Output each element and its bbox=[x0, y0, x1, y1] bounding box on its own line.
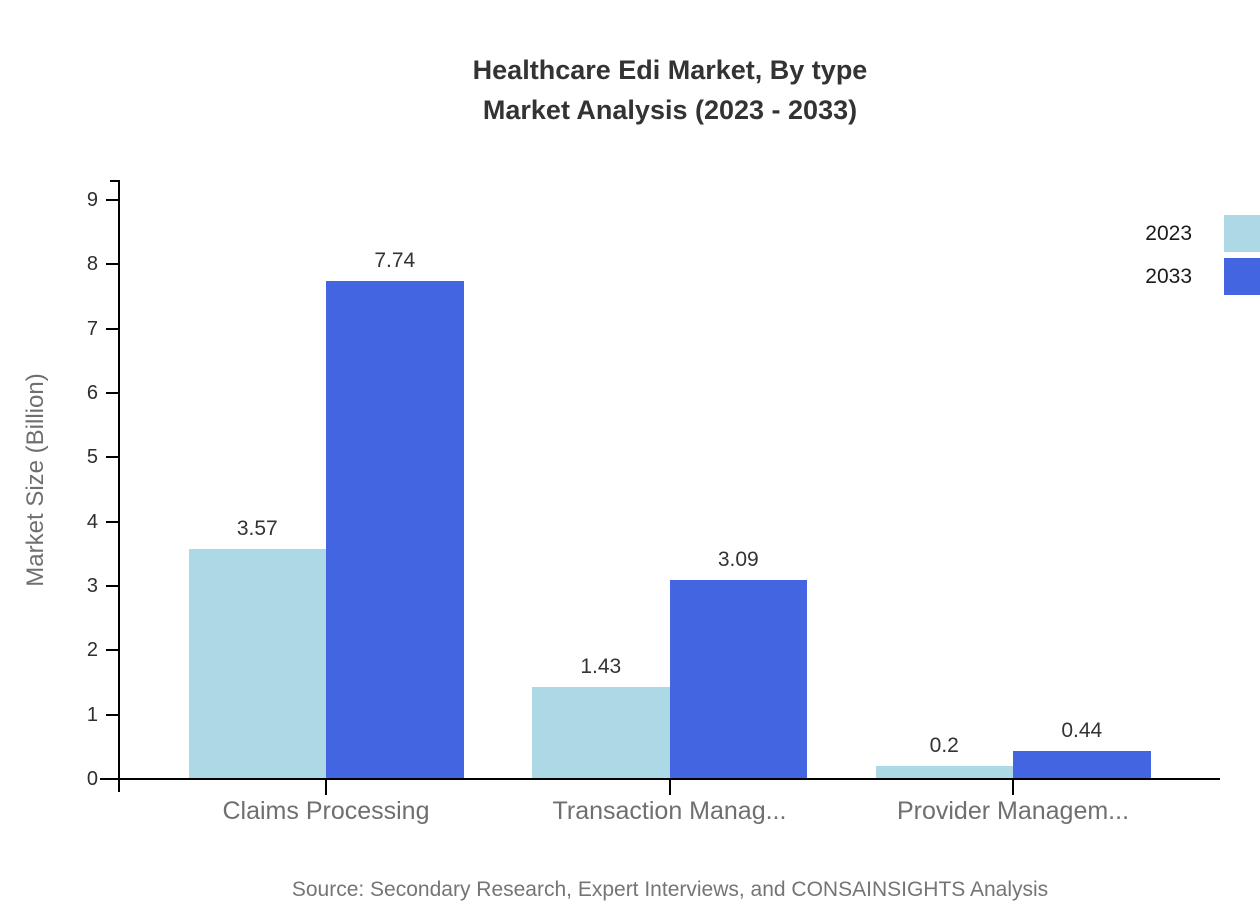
y-tick bbox=[106, 585, 120, 587]
y-tick bbox=[106, 392, 120, 395]
y-tick-label: 5 bbox=[86, 446, 98, 469]
chart-title-line2: Market Analysis (2023 - 2033) bbox=[482, 95, 858, 125]
y-tick bbox=[106, 456, 120, 459]
chart-title-line1: Healthcare Edi Market, By type bbox=[472, 55, 868, 85]
y-tick bbox=[106, 327, 120, 330]
chart-title: Healthcare Edi Market, By type Market An… bbox=[140, 50, 1200, 130]
source-note: Source: Secondary Research, Expert Inter… bbox=[291, 878, 1049, 901]
y-tick-label: 1 bbox=[86, 703, 98, 726]
y-tick-label: 2 bbox=[86, 639, 98, 662]
category-label: Claims Processing bbox=[222, 797, 430, 825]
y-axis-line bbox=[118, 180, 120, 792]
x-tick bbox=[325, 779, 327, 795]
bar-2023-claims-processing bbox=[188, 549, 326, 779]
bar-value-label: 3.09 bbox=[717, 548, 759, 572]
bar-2033-provider-managem bbox=[1013, 750, 1151, 779]
bar-2033-claims-processing bbox=[326, 281, 464, 779]
x-axis-line bbox=[100, 778, 1220, 780]
y-tick-label: 0 bbox=[86, 768, 98, 790]
bar-value-label: 0.2 bbox=[929, 734, 959, 758]
x-tick bbox=[1012, 779, 1014, 795]
legend-label-2033: 2033 bbox=[1145, 265, 1192, 288]
bar-value-label: 7.74 bbox=[374, 249, 416, 273]
y-tick-label: 8 bbox=[86, 253, 98, 276]
y-tick-label: 3 bbox=[86, 575, 98, 597]
y-tick bbox=[106, 199, 120, 202]
y-tick bbox=[106, 263, 120, 266]
legend-swatch-2023 bbox=[1224, 215, 1260, 252]
y-tick-label: 6 bbox=[86, 382, 98, 405]
x-tick bbox=[668, 779, 671, 795]
bar-value-label: 1.43 bbox=[580, 655, 622, 678]
y-tick bbox=[106, 713, 120, 716]
bar-2023-provider-managem bbox=[875, 766, 1013, 779]
y-tick bbox=[106, 649, 120, 652]
y-axis-title: Market Size (Billion) bbox=[22, 373, 49, 587]
bar-2033-transaction-manag bbox=[669, 580, 807, 779]
bar-value-label: 3.57 bbox=[236, 517, 278, 541]
y-tick-label: 7 bbox=[86, 317, 98, 340]
y-tick-label: 9 bbox=[86, 189, 98, 212]
category-label: Provider Managem... bbox=[896, 797, 1130, 825]
bar-value-label: 0.44 bbox=[1061, 718, 1103, 742]
bar-2023-transaction-manag bbox=[532, 687, 670, 779]
legend-swatch-2033 bbox=[1224, 258, 1260, 295]
category-label: Transaction Manag... bbox=[552, 797, 787, 825]
legend-label-2023: 2023 bbox=[1145, 222, 1192, 245]
y-axis-top-cap-tick bbox=[110, 180, 120, 182]
y-tick bbox=[106, 520, 120, 523]
y-tick-label: 4 bbox=[86, 510, 98, 533]
